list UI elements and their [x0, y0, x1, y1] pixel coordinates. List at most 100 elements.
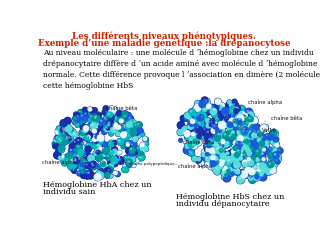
Circle shape — [213, 120, 217, 124]
Circle shape — [235, 139, 240, 144]
Circle shape — [220, 145, 222, 146]
Circle shape — [253, 166, 258, 171]
Circle shape — [226, 168, 232, 175]
Circle shape — [72, 131, 78, 138]
Circle shape — [140, 142, 147, 150]
Circle shape — [205, 100, 207, 101]
Circle shape — [195, 125, 202, 132]
Circle shape — [206, 119, 213, 127]
Circle shape — [97, 149, 105, 157]
Circle shape — [130, 143, 135, 148]
Circle shape — [88, 171, 90, 174]
Circle shape — [70, 136, 75, 141]
Circle shape — [218, 133, 220, 135]
Circle shape — [183, 129, 191, 138]
Circle shape — [85, 143, 91, 148]
Circle shape — [144, 142, 149, 146]
Circle shape — [210, 147, 215, 152]
Circle shape — [219, 142, 220, 144]
Circle shape — [194, 117, 201, 124]
Circle shape — [216, 131, 224, 139]
Circle shape — [230, 153, 238, 161]
Circle shape — [214, 161, 222, 169]
Circle shape — [112, 160, 117, 165]
Circle shape — [219, 160, 221, 162]
Circle shape — [251, 158, 259, 166]
Circle shape — [87, 123, 93, 129]
Circle shape — [217, 147, 226, 156]
Circle shape — [231, 162, 238, 169]
Circle shape — [180, 115, 187, 122]
Circle shape — [218, 121, 222, 125]
Circle shape — [142, 146, 149, 152]
Circle shape — [252, 157, 258, 163]
Circle shape — [205, 118, 211, 123]
Circle shape — [268, 147, 273, 152]
Circle shape — [79, 148, 87, 156]
Circle shape — [80, 141, 87, 147]
Circle shape — [210, 138, 212, 141]
Circle shape — [79, 123, 87, 131]
Circle shape — [94, 135, 99, 139]
Circle shape — [95, 154, 104, 162]
Circle shape — [212, 156, 219, 163]
Circle shape — [118, 118, 124, 124]
Circle shape — [137, 123, 139, 125]
Circle shape — [242, 136, 250, 144]
Circle shape — [263, 165, 270, 173]
Circle shape — [196, 120, 204, 128]
Circle shape — [87, 117, 93, 123]
Circle shape — [60, 127, 64, 131]
Circle shape — [117, 126, 119, 127]
Circle shape — [111, 151, 112, 152]
Circle shape — [125, 158, 133, 166]
Circle shape — [230, 129, 236, 134]
Circle shape — [208, 123, 212, 127]
Circle shape — [100, 161, 106, 167]
Circle shape — [202, 136, 207, 141]
Circle shape — [214, 116, 220, 121]
Circle shape — [234, 142, 235, 143]
Circle shape — [78, 157, 86, 164]
Circle shape — [230, 146, 238, 155]
Circle shape — [270, 160, 277, 167]
Circle shape — [215, 162, 222, 168]
Circle shape — [220, 158, 228, 165]
Circle shape — [207, 137, 212, 143]
Circle shape — [232, 142, 239, 149]
Circle shape — [264, 159, 270, 165]
Circle shape — [232, 119, 240, 127]
Circle shape — [127, 134, 132, 138]
Circle shape — [244, 121, 249, 126]
Circle shape — [139, 146, 144, 151]
Circle shape — [55, 148, 62, 155]
Circle shape — [60, 133, 67, 139]
Circle shape — [105, 126, 108, 128]
Circle shape — [72, 157, 80, 166]
Circle shape — [212, 138, 217, 143]
Circle shape — [201, 149, 207, 154]
Circle shape — [220, 170, 228, 177]
Circle shape — [261, 137, 268, 144]
Circle shape — [61, 157, 67, 163]
Circle shape — [249, 121, 258, 130]
Circle shape — [97, 150, 101, 155]
Circle shape — [251, 131, 258, 138]
Circle shape — [72, 158, 76, 162]
Circle shape — [211, 123, 213, 125]
Circle shape — [103, 158, 112, 168]
Circle shape — [77, 117, 85, 125]
Circle shape — [247, 145, 255, 153]
Circle shape — [80, 171, 88, 179]
Circle shape — [208, 162, 217, 171]
Circle shape — [125, 143, 130, 147]
Circle shape — [113, 115, 121, 123]
Circle shape — [238, 118, 241, 120]
Circle shape — [235, 166, 237, 168]
Circle shape — [244, 150, 250, 155]
Circle shape — [127, 134, 132, 138]
Circle shape — [253, 174, 260, 181]
Circle shape — [94, 125, 102, 132]
Circle shape — [231, 118, 241, 127]
Circle shape — [198, 122, 201, 124]
